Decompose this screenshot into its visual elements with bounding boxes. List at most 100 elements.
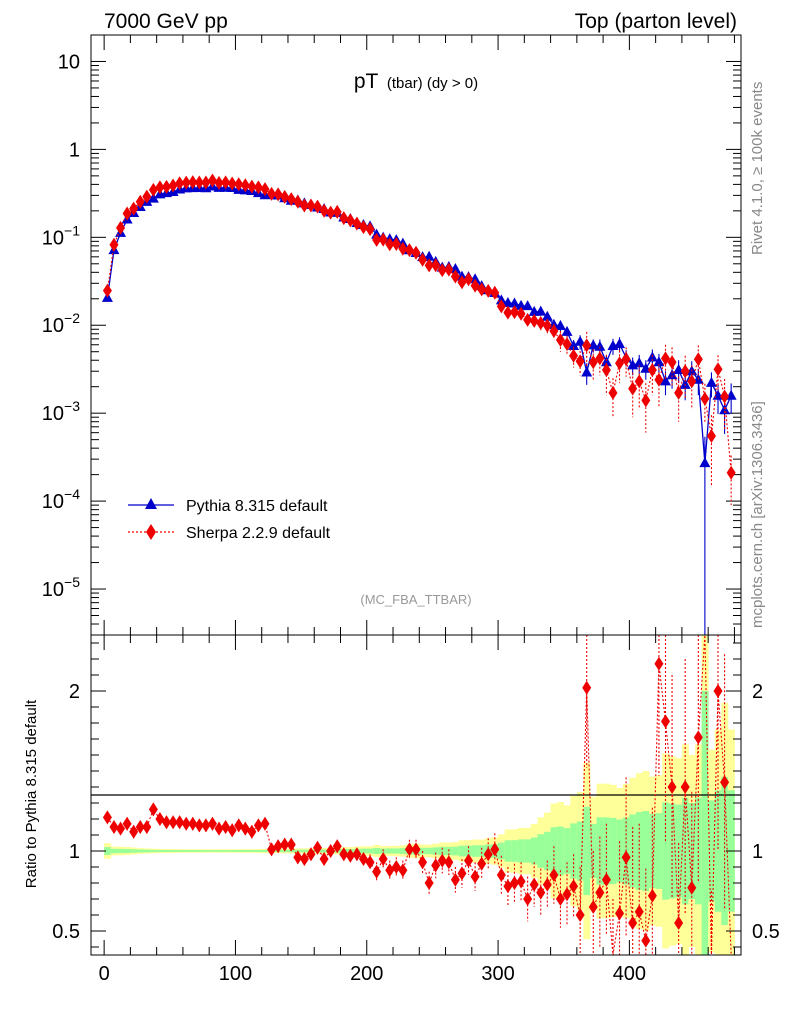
ratio-point-sherpa — [332, 839, 342, 854]
data-point-sherpa — [332, 204, 342, 219]
y-tick-label-base: 10 — [42, 579, 64, 601]
ratio-band-1sigma — [136, 849, 144, 853]
ratio-point-sherpa — [595, 885, 605, 900]
data-point-sherpa — [260, 182, 270, 197]
data-point-sherpa — [299, 198, 309, 213]
data-point-sherpa — [674, 385, 684, 400]
data-point-sherpa — [135, 194, 145, 209]
ratio-point-sherpa — [588, 900, 598, 914]
data-point-sherpa — [542, 318, 552, 333]
ratio-point-sherpa — [621, 850, 631, 865]
data-point-sherpa — [595, 351, 605, 366]
data-point-pythia — [568, 340, 580, 351]
data-point-sherpa — [267, 186, 277, 201]
data-point-sherpa — [391, 237, 401, 252]
ratio-band-1sigma — [399, 848, 407, 854]
ratio-band-1sigma — [209, 850, 217, 852]
ratio-point-sherpa — [372, 864, 382, 879]
y-tick-label: 10−4 — [42, 486, 80, 513]
data-point-sherpa — [155, 180, 165, 195]
data-point-pythia — [535, 305, 547, 316]
ratio-point-sherpa — [516, 874, 526, 889]
y-tick-label: 10−5 — [42, 574, 80, 601]
ratio-point-sherpa — [660, 714, 670, 729]
data-point-pythia — [633, 357, 645, 368]
ratio-point-sherpa — [450, 872, 460, 887]
ratio-point-sherpa — [155, 812, 165, 826]
data-point-sherpa — [181, 175, 191, 190]
ratio-point-sherpa — [398, 863, 408, 878]
data-point-pythia — [581, 366, 593, 377]
data-point-sherpa — [424, 258, 434, 273]
ratio-point-sherpa — [142, 820, 152, 834]
data-point-sherpa — [358, 220, 368, 235]
ratio-point-sherpa — [102, 810, 112, 825]
data-point-sherpa — [654, 372, 664, 387]
ratio-point-sherpa — [175, 815, 185, 830]
header-right-label: Top (parton level) — [575, 10, 737, 33]
data-point-sherpa — [227, 176, 237, 191]
ratio-point-sherpa — [286, 837, 296, 852]
ratio-panel: 0.5 0.5 1 1 2 2 — [52, 634, 780, 956]
ratio-band-1sigma — [537, 834, 545, 868]
ratio-point-sherpa — [647, 888, 657, 903]
data-point-pythia — [719, 404, 731, 415]
header-left-label: 7000 GeV pp — [104, 10, 228, 33]
chart-title-sub: (tbar) (dy > 0) — [387, 75, 478, 92]
ratio-y-tick-label-left: 2 — [69, 681, 80, 703]
ratio-band-1sigma — [366, 848, 374, 854]
ratio-band-1sigma — [635, 812, 643, 890]
ratio-band-1sigma — [563, 828, 571, 874]
ratio-band-1sigma — [708, 800, 716, 902]
data-point-sherpa — [680, 364, 690, 379]
ratio-point-sherpa — [549, 868, 559, 882]
ratio-band-1sigma — [301, 849, 309, 853]
ratio-band-1sigma — [642, 811, 650, 891]
ratio-band-1sigma — [189, 850, 197, 852]
data-point-sherpa — [706, 429, 716, 444]
ratio-y-tick-label-left: 0.5 — [52, 921, 80, 943]
ratio-point-sherpa — [720, 775, 730, 790]
ratio-point-sherpa — [529, 877, 539, 892]
data-point-sherpa — [496, 299, 506, 314]
y-tick-label-base: 10 — [42, 227, 64, 249]
ratio-point-sherpa — [562, 887, 572, 902]
ratio-point-sherpa — [267, 842, 277, 857]
data-point-sherpa — [214, 175, 224, 190]
ratio-y-tick-label-right: 1 — [752, 841, 763, 863]
y-tick-label-base: 1 — [69, 139, 80, 161]
legend-label-sherpa: Sherpa 2.2.9 default — [186, 525, 331, 542]
ratio-point-sherpa — [411, 842, 421, 857]
ratio-y-tick-label-right: 0.5 — [752, 921, 780, 943]
ratio-band-1sigma — [432, 847, 440, 855]
data-point-sherpa — [273, 187, 283, 202]
ratio-band-1sigma — [655, 813, 663, 889]
data-point-sherpa — [142, 189, 152, 204]
ratio-point-sherpa — [523, 892, 533, 906]
ratio-band-1sigma — [498, 842, 506, 860]
y-tick-label-exponent: −3 — [64, 398, 80, 414]
data-point-sherpa — [464, 272, 474, 287]
data-point-pythia — [508, 297, 520, 308]
ratio-point-sherpa — [437, 853, 447, 868]
ratio-point-sherpa — [490, 842, 500, 857]
ratio-band-1sigma — [143, 849, 151, 853]
ratio-point-sherpa — [326, 844, 336, 858]
ratio-band-1sigma — [662, 802, 670, 900]
data-point-sherpa — [575, 354, 585, 369]
data-point-sherpa — [365, 222, 375, 237]
ratio-point-sherpa — [194, 818, 204, 833]
ratio-band-1sigma — [452, 846, 460, 856]
data-point-sherpa — [319, 203, 329, 218]
data-point-sherpa — [385, 237, 395, 252]
ratio-point-sherpa — [260, 816, 270, 831]
y-tick-label-exponent: −2 — [64, 310, 80, 326]
y-tick-label-base: 10 — [58, 51, 80, 73]
data-point-sherpa — [339, 211, 349, 226]
data-point-sherpa — [588, 355, 598, 370]
data-point-sherpa — [240, 178, 250, 193]
x-axis: 0 100 200 300 400 — [99, 35, 735, 985]
ratio-band-1sigma — [228, 850, 236, 852]
ratio-point-sherpa — [358, 852, 368, 866]
ratio-band-1sigma — [163, 849, 171, 853]
